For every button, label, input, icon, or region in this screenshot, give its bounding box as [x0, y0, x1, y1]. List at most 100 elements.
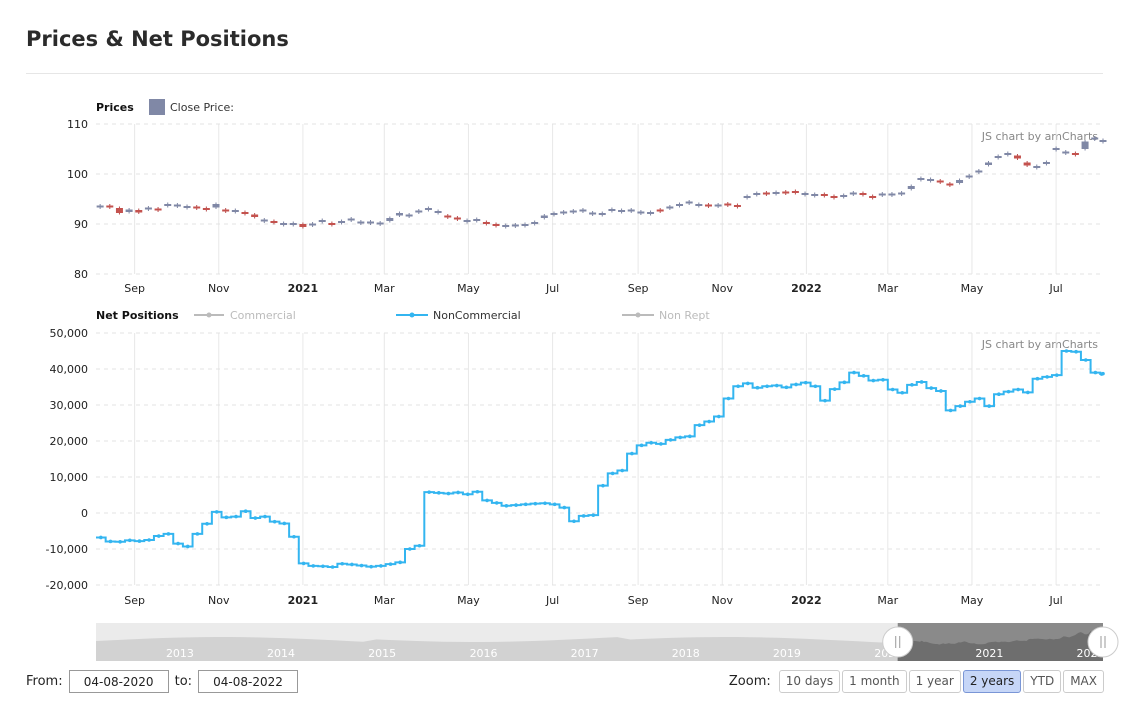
- noncommercial-point[interactable]: [784, 385, 789, 390]
- price-candle[interactable]: [144, 207, 152, 210]
- noncommercial-point[interactable]: [263, 514, 267, 519]
- price-candle[interactable]: [463, 220, 471, 222]
- price-candle[interactable]: [173, 204, 181, 207]
- price-candle[interactable]: [318, 220, 326, 222]
- zoom-max-button[interactable]: MAX: [1063, 670, 1104, 693]
- noncommercial-point[interactable]: [842, 380, 847, 385]
- price-candle[interactable]: [260, 219, 268, 222]
- price-candle[interactable]: [241, 212, 249, 214]
- price-candle[interactable]: [1099, 140, 1107, 142]
- noncommercial-point[interactable]: [736, 384, 740, 389]
- price-candle[interactable]: [154, 208, 162, 211]
- price-candle[interactable]: [357, 221, 365, 224]
- noncommercial-point[interactable]: [1006, 389, 1011, 394]
- price-candle[interactable]: [424, 208, 432, 210]
- noncommercial-point[interactable]: [910, 383, 914, 387]
- price-candle[interactable]: [231, 210, 239, 212]
- price-candle[interactable]: [830, 196, 838, 198]
- price-candle[interactable]: [521, 224, 529, 226]
- price-candle[interactable]: [676, 204, 684, 206]
- noncommercial-point[interactable]: [301, 561, 306, 566]
- scrollbar-right-handle[interactable]: [1087, 626, 1119, 658]
- noncommercial-point[interactable]: [813, 384, 818, 389]
- noncommercial-point[interactable]: [494, 501, 499, 505]
- noncommercial-point[interactable]: [794, 382, 798, 387]
- price-candle[interactable]: [666, 206, 674, 209]
- price-candle[interactable]: [473, 219, 481, 221]
- noncommercial-point[interactable]: [1045, 375, 1049, 379]
- price-candle[interactable]: [598, 213, 606, 215]
- noncommercial-point[interactable]: [803, 380, 808, 385]
- price-candle[interactable]: [1042, 162, 1050, 164]
- noncommercial-point[interactable]: [1074, 349, 1078, 354]
- noncommercial-point[interactable]: [446, 491, 451, 496]
- noncommercial-point[interactable]: [939, 389, 943, 393]
- price-candle[interactable]: [1004, 153, 1012, 155]
- noncommercial-point[interactable]: [543, 501, 547, 506]
- price-candle[interactable]: [183, 206, 191, 208]
- legend-non-rept[interactable]: Non Rept: [622, 309, 710, 322]
- price-candle[interactable]: [1081, 141, 1089, 150]
- noncommercial-point[interactable]: [1054, 373, 1059, 377]
- price-candle[interactable]: [212, 204, 220, 208]
- noncommercial-point[interactable]: [630, 451, 634, 456]
- zoom-1-year-button[interactable]: 1 year: [908, 670, 961, 693]
- noncommercial-point[interactable]: [987, 404, 991, 408]
- noncommercial-point[interactable]: [668, 438, 673, 442]
- noncommercial-point[interactable]: [234, 514, 238, 519]
- price-candle[interactable]: [1062, 151, 1070, 154]
- noncommercial-point[interactable]: [659, 442, 663, 446]
- noncommercial-point[interactable]: [176, 541, 180, 546]
- price-candle[interactable]: [994, 156, 1002, 158]
- price-candle[interactable]: [531, 222, 539, 224]
- noncommercial-point[interactable]: [369, 564, 374, 569]
- price-candle[interactable]: [927, 179, 935, 181]
- price-candle[interactable]: [415, 210, 423, 213]
- price-candle[interactable]: [338, 221, 346, 223]
- close-price-legend-label[interactable]: Close Price:: [170, 101, 234, 114]
- price-candle[interactable]: [608, 209, 616, 211]
- price-candle[interactable]: [965, 175, 973, 178]
- noncommercial-point[interactable]: [707, 419, 711, 424]
- price-candle[interactable]: [1071, 153, 1079, 155]
- noncommercial-point[interactable]: [929, 386, 934, 390]
- noncommercial-point[interactable]: [321, 564, 325, 569]
- noncommercial-point[interactable]: [156, 534, 161, 538]
- noncommercial-point[interactable]: [852, 370, 856, 375]
- price-candle[interactable]: [125, 209, 133, 213]
- price-candle[interactable]: [898, 192, 906, 195]
- noncommercial-point[interactable]: [697, 423, 702, 427]
- price-candle[interactable]: [347, 218, 355, 221]
- noncommercial-point[interactable]: [185, 544, 190, 549]
- price-candle[interactable]: [917, 178, 925, 180]
- price-candle[interactable]: [878, 193, 886, 196]
- price-candle[interactable]: [289, 223, 297, 225]
- noncommercial-point[interactable]: [591, 513, 596, 517]
- noncommercial-point[interactable]: [1064, 349, 1069, 353]
- price-candle[interactable]: [714, 204, 722, 207]
- noncommercial-point[interactable]: [997, 392, 1001, 397]
- noncommercial-point[interactable]: [379, 564, 383, 568]
- noncommercial-point[interactable]: [1016, 387, 1020, 392]
- noncommercial-point[interactable]: [272, 519, 277, 524]
- positions-chart-credit[interactable]: JS chart by amCharts: [981, 338, 1098, 351]
- close-price-legend-swatch[interactable]: [149, 99, 165, 115]
- noncommercial-point[interactable]: [958, 404, 963, 408]
- price-candle[interactable]: [820, 194, 828, 196]
- price-candle[interactable]: [367, 221, 375, 224]
- price-candle[interactable]: [975, 170, 983, 173]
- price-candle[interactable]: [801, 193, 809, 195]
- noncommercial-point[interactable]: [465, 492, 470, 497]
- price-candle[interactable]: [434, 211, 442, 213]
- noncommercial-point[interactable]: [475, 489, 480, 494]
- price-candle[interactable]: [724, 203, 732, 206]
- price-candle[interactable]: [164, 204, 172, 206]
- noncommercial-point[interactable]: [900, 390, 905, 395]
- noncommercial-point[interactable]: [832, 387, 837, 391]
- noncommercial-point[interactable]: [639, 443, 644, 448]
- noncommercial-point[interactable]: [118, 540, 122, 544]
- price-candle[interactable]: [560, 211, 568, 214]
- to-date-input[interactable]: [198, 670, 299, 693]
- noncommercial-point[interactable]: [514, 503, 518, 507]
